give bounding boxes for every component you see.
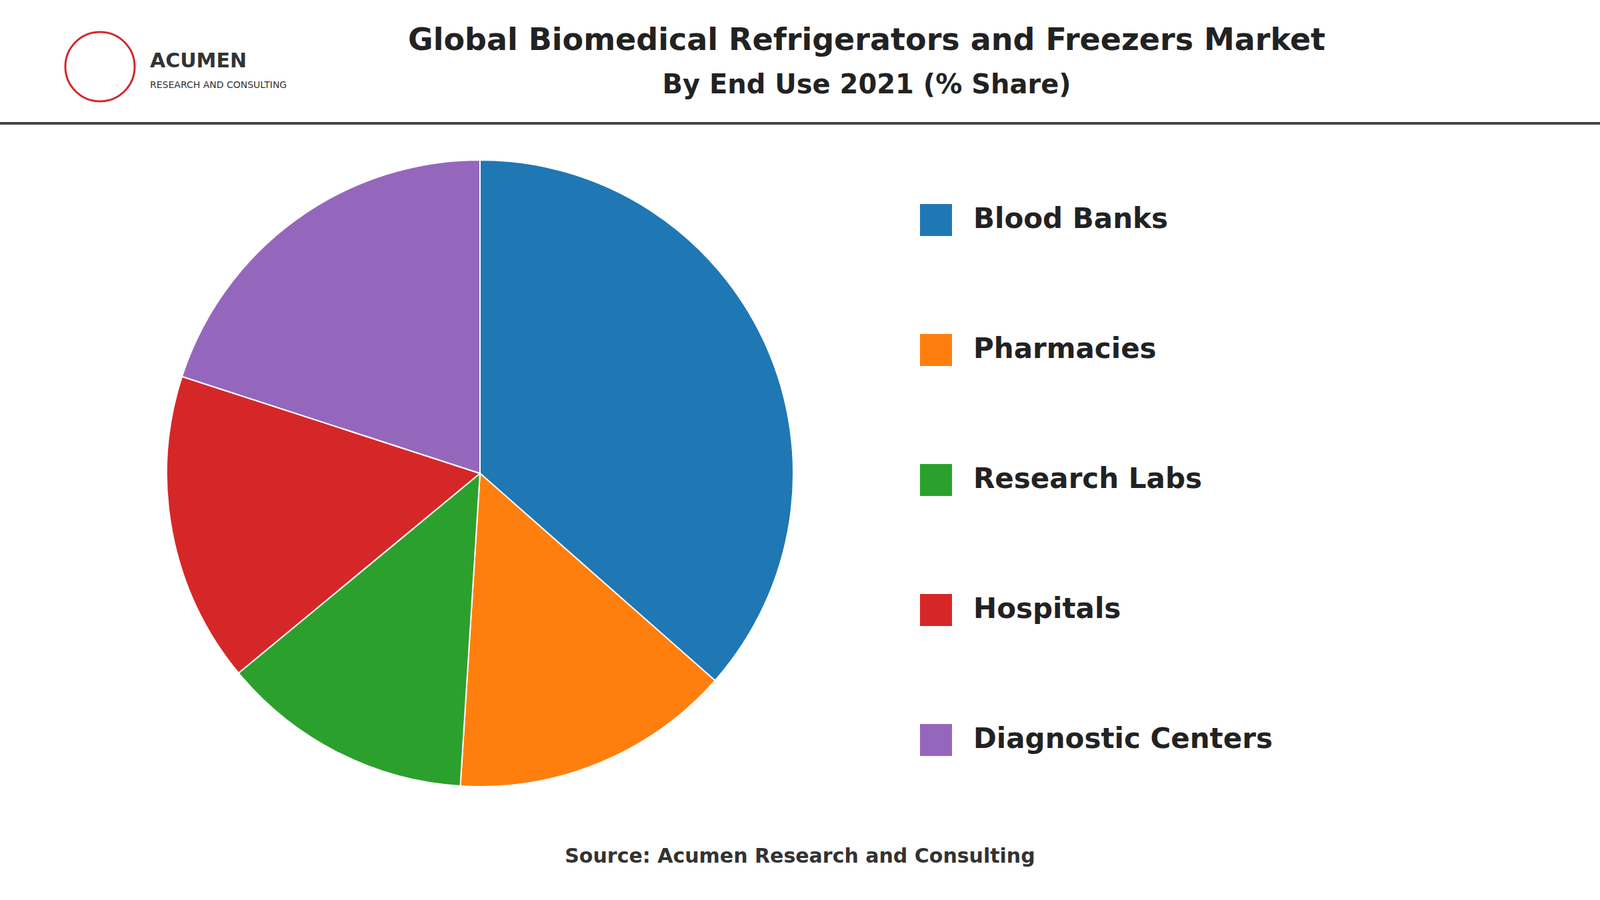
source: Source: Acumen Research and Consulting bbox=[564, 844, 1035, 868]
pie-slice bbox=[182, 160, 480, 474]
legend-swatch bbox=[920, 724, 952, 756]
title: Global Biomedical Refrigerators and Free… bbox=[408, 21, 1326, 58]
logo-ring bbox=[65, 32, 135, 102]
logo-subtext: RESEARCH AND CONSULTING bbox=[150, 79, 287, 90]
legend-item: Research Labs bbox=[920, 462, 1202, 497]
legend-item: Diagnostic Centers bbox=[920, 722, 1273, 757]
logo-text: ACUMEN bbox=[150, 48, 247, 72]
legend-label: Research Labs bbox=[973, 462, 1202, 495]
legend-label: Pharmacies bbox=[973, 332, 1157, 365]
legend-swatch bbox=[920, 594, 952, 626]
legend-item: Hospitals bbox=[920, 592, 1121, 627]
subtitle: By End Use 2021 (% Share) bbox=[662, 68, 1071, 100]
legend-label: Hospitals bbox=[973, 592, 1121, 625]
chart: ACUMEN RESEARCH AND CONSULTING Global Biom… bbox=[0, 0, 1600, 900]
legend-label: Diagnostic Centers bbox=[973, 722, 1273, 755]
legend-swatch bbox=[920, 204, 952, 236]
legend-item: Pharmacies bbox=[920, 332, 1157, 367]
pie bbox=[166, 160, 794, 787]
pie-slice bbox=[460, 473, 715, 787]
legend-swatch bbox=[920, 464, 952, 496]
legend-item: Blood Banks bbox=[920, 202, 1168, 237]
header-divider bbox=[0, 122, 1600, 125]
legend: Blood Banks Pharmacies Research Labs Hospit… bbox=[920, 202, 1273, 757]
legend-label: Blood Banks bbox=[973, 202, 1168, 235]
legend-swatch bbox=[920, 334, 952, 366]
